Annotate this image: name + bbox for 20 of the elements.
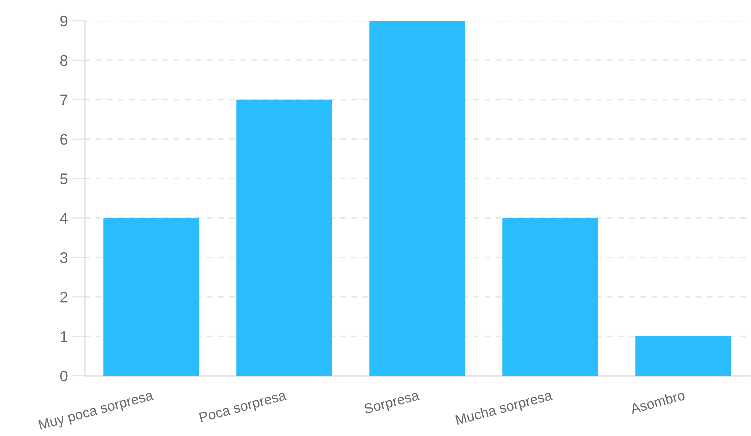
y-tick-label: 4	[60, 213, 68, 224]
y-tick-label: 5	[60, 174, 68, 184]
bar	[236, 100, 332, 376]
y-tick-label: 7	[60, 94, 68, 106]
x-tick-label: Poca sorpresa	[199, 390, 288, 426]
y-tick-label: 2	[60, 292, 68, 303]
x-tick-label: Sorpresa	[364, 390, 421, 417]
bar	[636, 336, 732, 376]
x-tick-label: Asombro	[630, 390, 686, 414]
y-tick-label: 8	[60, 55, 68, 66]
bar	[502, 218, 598, 376]
y-tick-label: 0	[60, 370, 68, 382]
y-tick-label: 6	[60, 134, 68, 146]
y-tick-label: 3	[60, 252, 68, 264]
y-tick-label: 9	[60, 16, 68, 27]
x-tick-label: Muy poca sorpresa	[38, 390, 155, 433]
bar	[104, 218, 200, 376]
y-tick-label: 1	[61, 332, 68, 342]
bar	[370, 21, 466, 376]
x-tick-label: Mucha sorpresa	[455, 390, 554, 428]
